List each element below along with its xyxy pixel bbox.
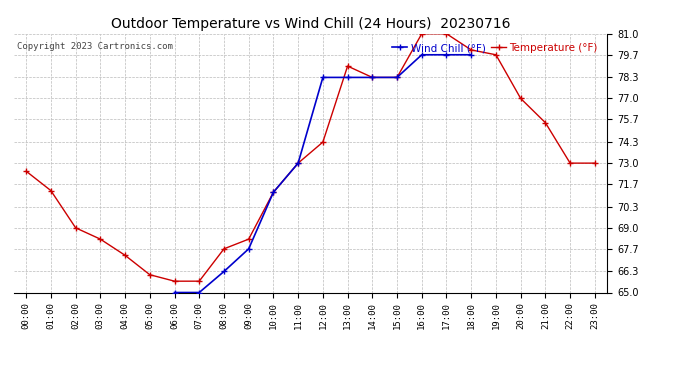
Temperature (°F) [96,237,104,242]
Temperature (°F) [417,32,426,36]
Temperature (°F) [368,75,377,80]
Temperature (°F) [517,96,525,101]
Wind Chill (°F) [319,75,327,80]
Temperature (°F) [393,75,401,80]
Temperature (°F) [541,120,549,125]
Temperature (°F) [146,273,154,277]
Line: Temperature (°F): Temperature (°F) [23,31,598,284]
Temperature (°F) [72,226,80,230]
Temperature (°F) [294,161,302,165]
Text: Copyright 2023 Cartronics.com: Copyright 2023 Cartronics.com [17,42,172,51]
Temperature (°F) [121,253,129,258]
Temperature (°F) [591,161,599,165]
Legend: Wind Chill (°F), Temperature (°F): Wind Chill (°F), Temperature (°F) [388,39,602,57]
Wind Chill (°F) [417,53,426,57]
Wind Chill (°F) [368,75,377,80]
Wind Chill (°F) [244,247,253,251]
Temperature (°F) [22,169,30,174]
Wind Chill (°F) [170,290,179,295]
Temperature (°F) [492,53,500,57]
Temperature (°F) [442,32,451,36]
Temperature (°F) [195,279,204,284]
Wind Chill (°F) [393,75,401,80]
Temperature (°F) [220,247,228,251]
Temperature (°F) [566,161,574,165]
Temperature (°F) [319,140,327,144]
Wind Chill (°F) [220,269,228,274]
Wind Chill (°F) [195,290,204,295]
Temperature (°F) [244,237,253,242]
Title: Outdoor Temperature vs Wind Chill (24 Hours)  20230716: Outdoor Temperature vs Wind Chill (24 Ho… [111,17,510,31]
Wind Chill (°F) [442,53,451,57]
Temperature (°F) [269,190,277,195]
Wind Chill (°F) [467,53,475,57]
Temperature (°F) [467,48,475,52]
Wind Chill (°F) [269,190,277,195]
Temperature (°F) [170,279,179,284]
Line: Wind Chill (°F): Wind Chill (°F) [172,52,474,295]
Wind Chill (°F) [294,161,302,165]
Temperature (°F) [344,64,352,68]
Temperature (°F) [47,188,55,193]
Wind Chill (°F) [344,75,352,80]
